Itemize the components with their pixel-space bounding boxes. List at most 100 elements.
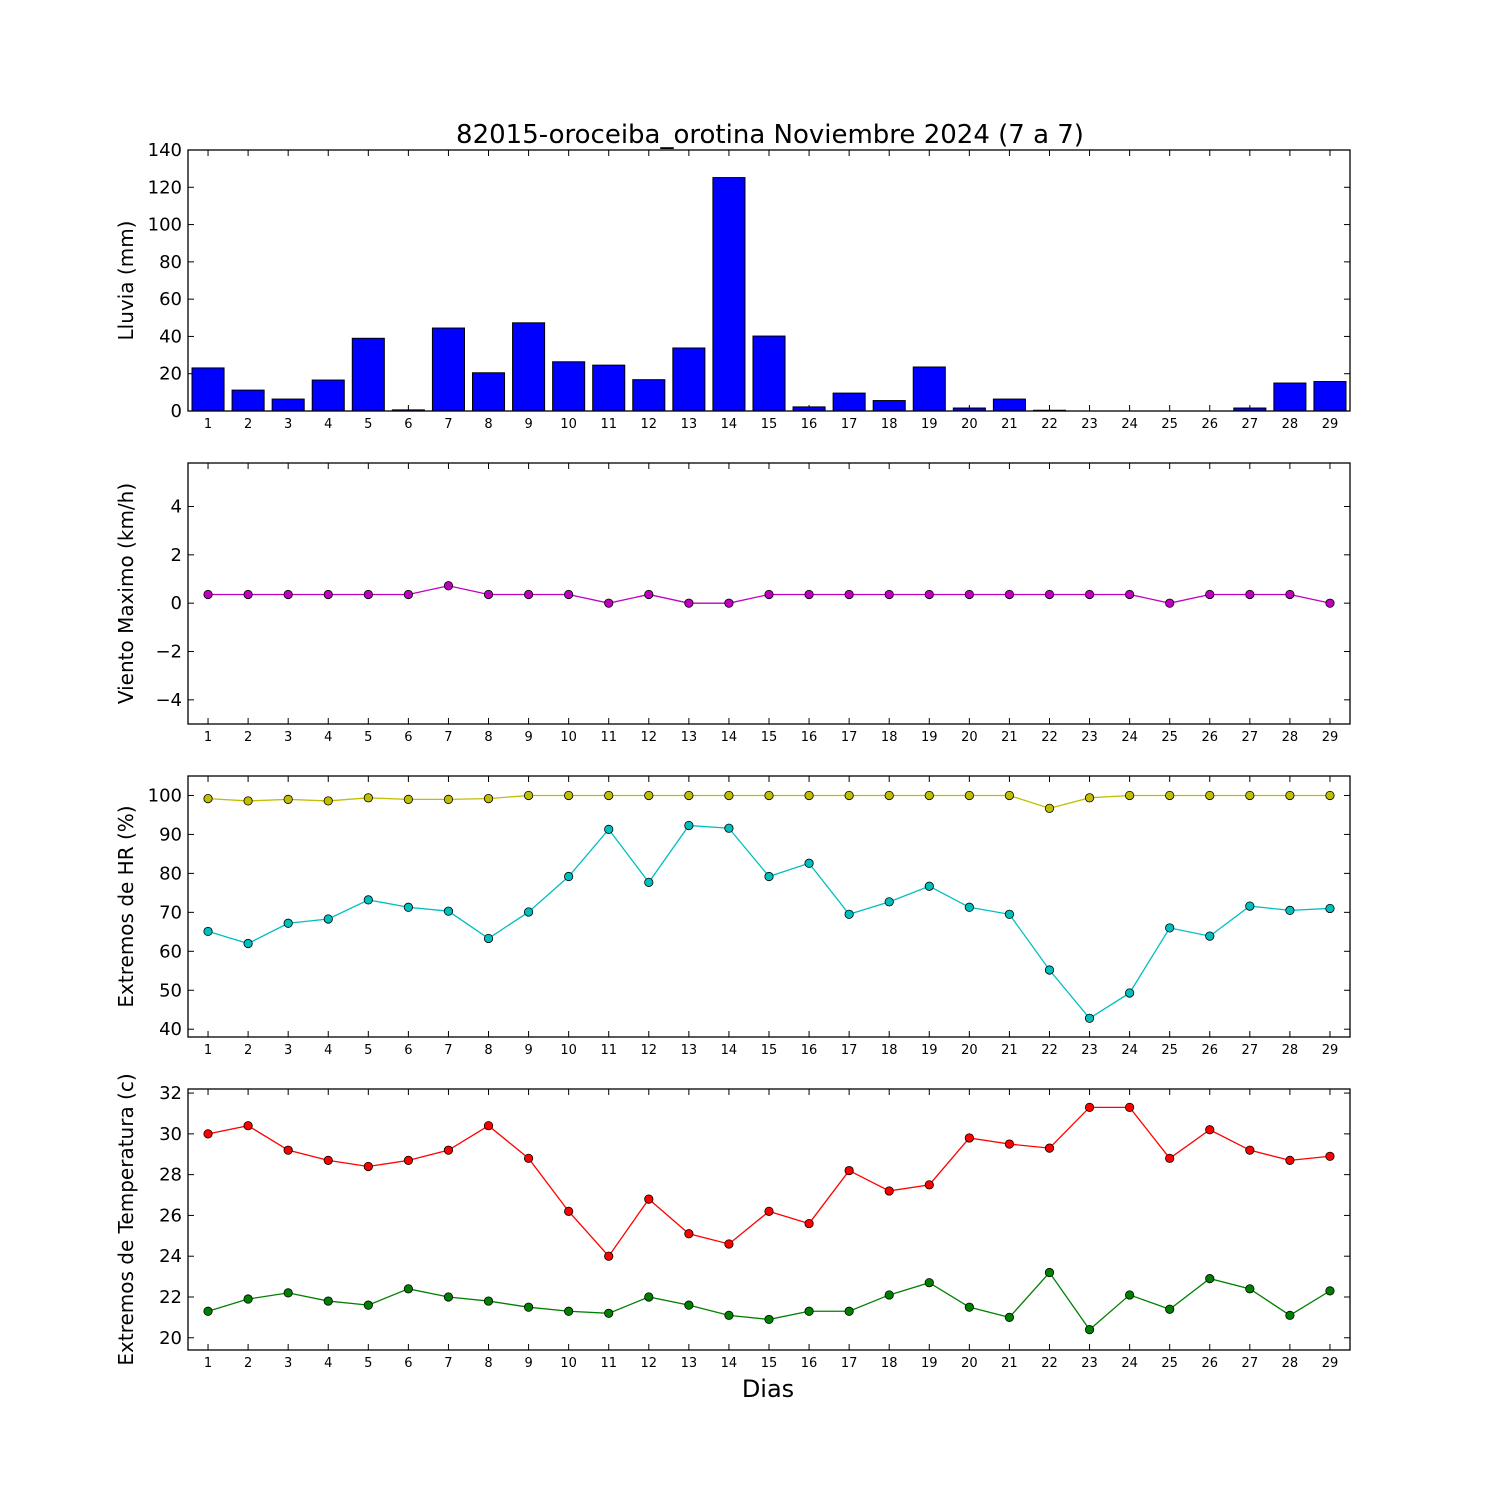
x-tick-label: 6 [404,417,412,432]
x-tick-label: 12 [641,1043,658,1058]
x-tick-label: 21 [1001,1356,1018,1371]
x-tick-label: 2 [244,1043,252,1058]
data-point [403,902,413,912]
data-point [323,1296,333,1306]
x-tick-label: 28 [1282,417,1299,432]
bar [872,400,906,412]
y-axis-label: Extremos de HR (%) [114,805,138,1007]
data-point [564,589,574,600]
data-point [1245,1145,1255,1155]
x-tick-label: 27 [1242,1356,1259,1371]
data-point [1125,589,1135,600]
data-point [243,938,253,949]
y-tick-label: 2 [171,545,182,566]
bar [912,366,946,412]
data-point [483,1296,494,1306]
x-tick-label: 4 [324,1043,332,1058]
x-tick-label: 23 [1081,1356,1098,1371]
x-tick-label: 11 [600,1356,617,1371]
y-tick-label: 90 [159,824,182,845]
y-tick-label: 60 [159,941,182,962]
x-tick-label: 23 [1081,417,1098,432]
data-point [1285,589,1295,600]
x-tick-label: 1 [204,1043,212,1058]
data-point [323,796,333,806]
data-point [203,1129,213,1139]
data-point [483,793,494,804]
data-point [564,1306,574,1316]
x-tick-label: 14 [721,1356,738,1371]
data-point [283,794,293,804]
data-point [724,1239,734,1249]
data-point [1325,903,1335,914]
x-tick-label: 25 [1161,1356,1178,1371]
data-point [644,790,654,801]
data-point [1165,598,1175,608]
x-tick-label: 22 [1041,730,1058,745]
x-tick-label: 5 [364,1043,372,1058]
data-point [804,1306,814,1316]
data-point [1165,1304,1175,1314]
data-point [804,790,814,801]
data-point [1285,1155,1295,1165]
x-tick-label: 24 [1121,1043,1138,1058]
data-point [1084,1013,1095,1023]
x-tick-label: 19 [921,417,938,432]
y-axis-label: Lluvia (mm) [114,221,138,341]
data-point [443,1292,454,1302]
data-point [1004,1312,1015,1322]
x-tick-label: 9 [524,730,532,745]
data-point [604,1308,614,1318]
bar [311,379,345,412]
x-tick-label: 29 [1322,1043,1339,1058]
x-tick-label: 8 [484,1043,492,1058]
x-tick-label: 13 [681,1356,698,1371]
data-point [1285,905,1295,915]
x-tick-label: 2 [244,1356,252,1371]
x-tick-label: 9 [524,1356,532,1371]
x-tick-label: 25 [1161,730,1178,745]
x-tick-label: 3 [284,1043,292,1058]
data-point [724,598,734,608]
x-tick-label: 18 [881,730,898,745]
data-point [564,1206,574,1216]
data-point [323,589,333,600]
bar [431,327,465,412]
bar [552,361,586,412]
y-tick-label: 120 [148,177,182,198]
x-tick-label: 4 [324,1356,332,1371]
data-point [363,793,373,803]
data-point [1205,1125,1215,1135]
x-tick-label: 20 [961,1043,978,1058]
data-point [724,790,734,801]
y-tick-label: 70 [159,902,182,923]
data-point [363,1300,373,1310]
data-point [604,1251,614,1261]
x-tick-label: 24 [1121,417,1138,432]
x-tick-label: 13 [681,1043,698,1058]
data-point [804,589,814,600]
series-line [207,1106,1331,1258]
bar [231,389,265,412]
data-point [443,1145,454,1155]
data-point [203,793,213,804]
x-tick-label: 17 [841,1043,858,1058]
data-point [724,1310,734,1320]
y-tick-label: 26 [159,1205,182,1226]
data-point [1285,790,1295,801]
x-tick-label: 29 [1322,1356,1339,1371]
y-tick-label: 4 [171,497,182,518]
x-tick-label: 15 [761,730,778,745]
data-point [1004,589,1015,600]
y-tick-label: 60 [159,289,182,310]
x-tick-label: 23 [1081,730,1098,745]
data-point [323,1155,333,1165]
x-tick-label: 2 [244,730,252,745]
y-tick-label: 28 [159,1165,182,1186]
y-tick-label: 40 [159,1019,182,1040]
x-tick-label: 26 [1201,730,1218,745]
data-point [1325,1151,1335,1161]
